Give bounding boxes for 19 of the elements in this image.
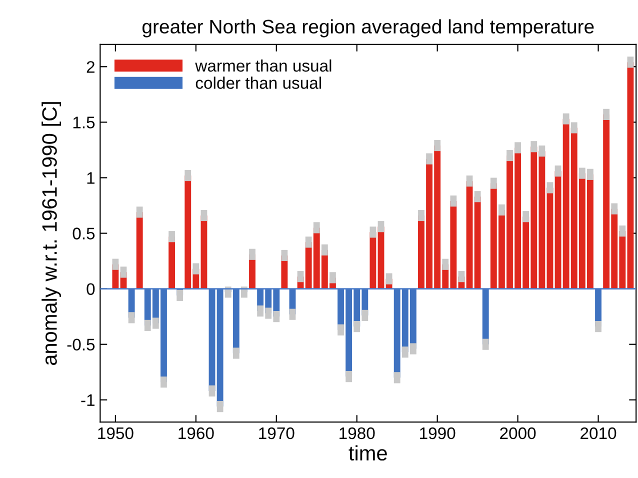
chart-title: greater North Sea region averaged land temperature — [142, 19, 594, 38]
x-tick-label: 1960 — [178, 427, 214, 440]
legend-label: colder than usual — [196, 76, 321, 89]
x-tick-label: 1980 — [340, 427, 375, 440]
y-tick-label: 0.5 — [72, 228, 95, 240]
legend-label: warmer than usual — [195, 59, 332, 72]
y-tick-label: -0.5 — [67, 338, 95, 351]
y-tick-label: -1 — [81, 394, 94, 406]
x-tick-label: 2010 — [580, 427, 616, 440]
x-tick-label: 1990 — [420, 427, 456, 440]
x-axis-title: time — [348, 445, 387, 461]
y-tick-label: 2 — [86, 61, 94, 73]
x-tick-label: 2000 — [500, 427, 536, 440]
x-tick-label: 1970 — [259, 427, 294, 440]
y-tick-label: 1.5 — [73, 116, 95, 128]
y-tick-label: 1 — [87, 172, 94, 184]
y-tick-label: 0 — [86, 283, 95, 295]
x-tick-label: 1950 — [98, 427, 134, 440]
y-axis-title: anomaly w.r.t. 1961-1990 [C] — [42, 102, 62, 365]
